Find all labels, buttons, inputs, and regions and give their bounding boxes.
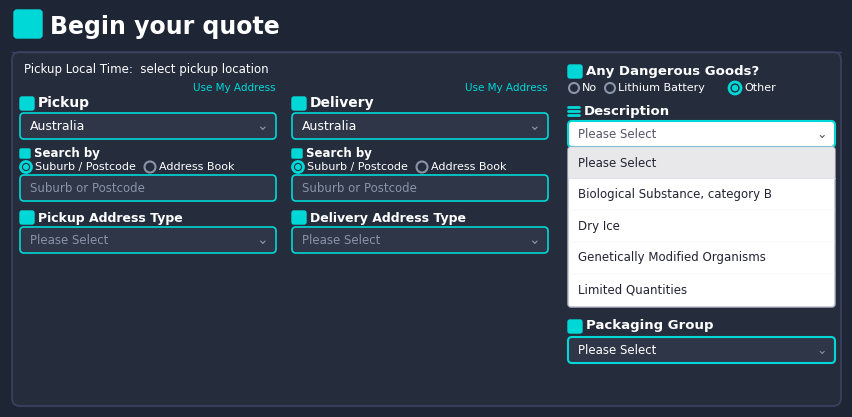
Text: Biological Substance, category B: Biological Substance, category B [578,188,771,201]
Text: Australia: Australia [30,120,85,133]
FancyBboxPatch shape [20,149,30,158]
FancyBboxPatch shape [20,175,276,201]
Text: Begin your quote: Begin your quote [50,15,279,39]
FancyBboxPatch shape [567,337,834,363]
Text: Please Select: Please Select [30,234,108,246]
FancyBboxPatch shape [291,97,306,110]
Text: Please Select: Please Select [302,234,380,246]
FancyBboxPatch shape [567,320,581,333]
Circle shape [23,164,29,170]
Text: Please Select: Please Select [578,128,655,141]
FancyBboxPatch shape [291,227,547,253]
FancyBboxPatch shape [291,211,306,224]
Text: Pickup Local Time:  select pickup location: Pickup Local Time: select pickup locatio… [24,63,268,75]
FancyBboxPatch shape [12,52,840,406]
FancyBboxPatch shape [291,149,302,158]
Text: Australia: Australia [302,120,357,133]
Text: Any Dangerous Goods?: Any Dangerous Goods? [585,65,758,78]
Text: Lithium Battery: Lithium Battery [618,83,704,93]
Text: ⌄: ⌄ [815,128,826,141]
Text: Packaging Group: Packaging Group [585,319,712,332]
Text: Please Select: Please Select [578,156,655,169]
Text: Delivery Address Type: Delivery Address Type [309,211,465,224]
FancyBboxPatch shape [567,121,834,147]
FancyBboxPatch shape [291,175,547,201]
Text: Limited Quantities: Limited Quantities [578,284,687,296]
Text: ⌄: ⌄ [256,119,268,133]
FancyBboxPatch shape [20,97,34,110]
Circle shape [295,164,301,170]
Text: Suburb / Postcode: Suburb / Postcode [35,162,135,172]
Text: Pickup: Pickup [38,96,90,110]
FancyBboxPatch shape [20,113,276,139]
Text: ⌄: ⌄ [256,233,268,247]
Text: Use My Address: Use My Address [465,83,547,93]
Text: Genetically Modified Organisms: Genetically Modified Organisms [578,251,765,264]
Text: Please Select: Please Select [578,344,655,357]
FancyBboxPatch shape [20,211,34,224]
FancyBboxPatch shape [567,147,834,307]
FancyBboxPatch shape [567,65,581,78]
Text: ⌄: ⌄ [527,233,539,247]
Text: Address Book: Address Book [430,162,506,172]
Text: No: No [581,83,596,93]
Text: Description: Description [584,105,670,118]
FancyBboxPatch shape [568,148,833,178]
Text: Other: Other [743,83,774,93]
Circle shape [731,85,737,91]
Text: Address Book: Address Book [158,162,234,172]
FancyBboxPatch shape [291,113,547,139]
Text: Dry Ice: Dry Ice [578,219,619,233]
Text: ⌄: ⌄ [815,344,826,357]
Text: Search by: Search by [34,146,100,159]
Text: Search by: Search by [306,146,371,159]
Text: ⌄: ⌄ [527,119,539,133]
Text: Suburb / Postcode: Suburb / Postcode [307,162,407,172]
FancyBboxPatch shape [20,227,276,253]
Text: Pickup Address Type: Pickup Address Type [38,211,182,224]
FancyBboxPatch shape [14,10,42,38]
Text: Delivery: Delivery [309,96,374,110]
Text: Suburb or Postcode: Suburb or Postcode [30,181,145,194]
Text: Use My Address: Use My Address [193,83,276,93]
Text: Suburb or Postcode: Suburb or Postcode [302,181,417,194]
